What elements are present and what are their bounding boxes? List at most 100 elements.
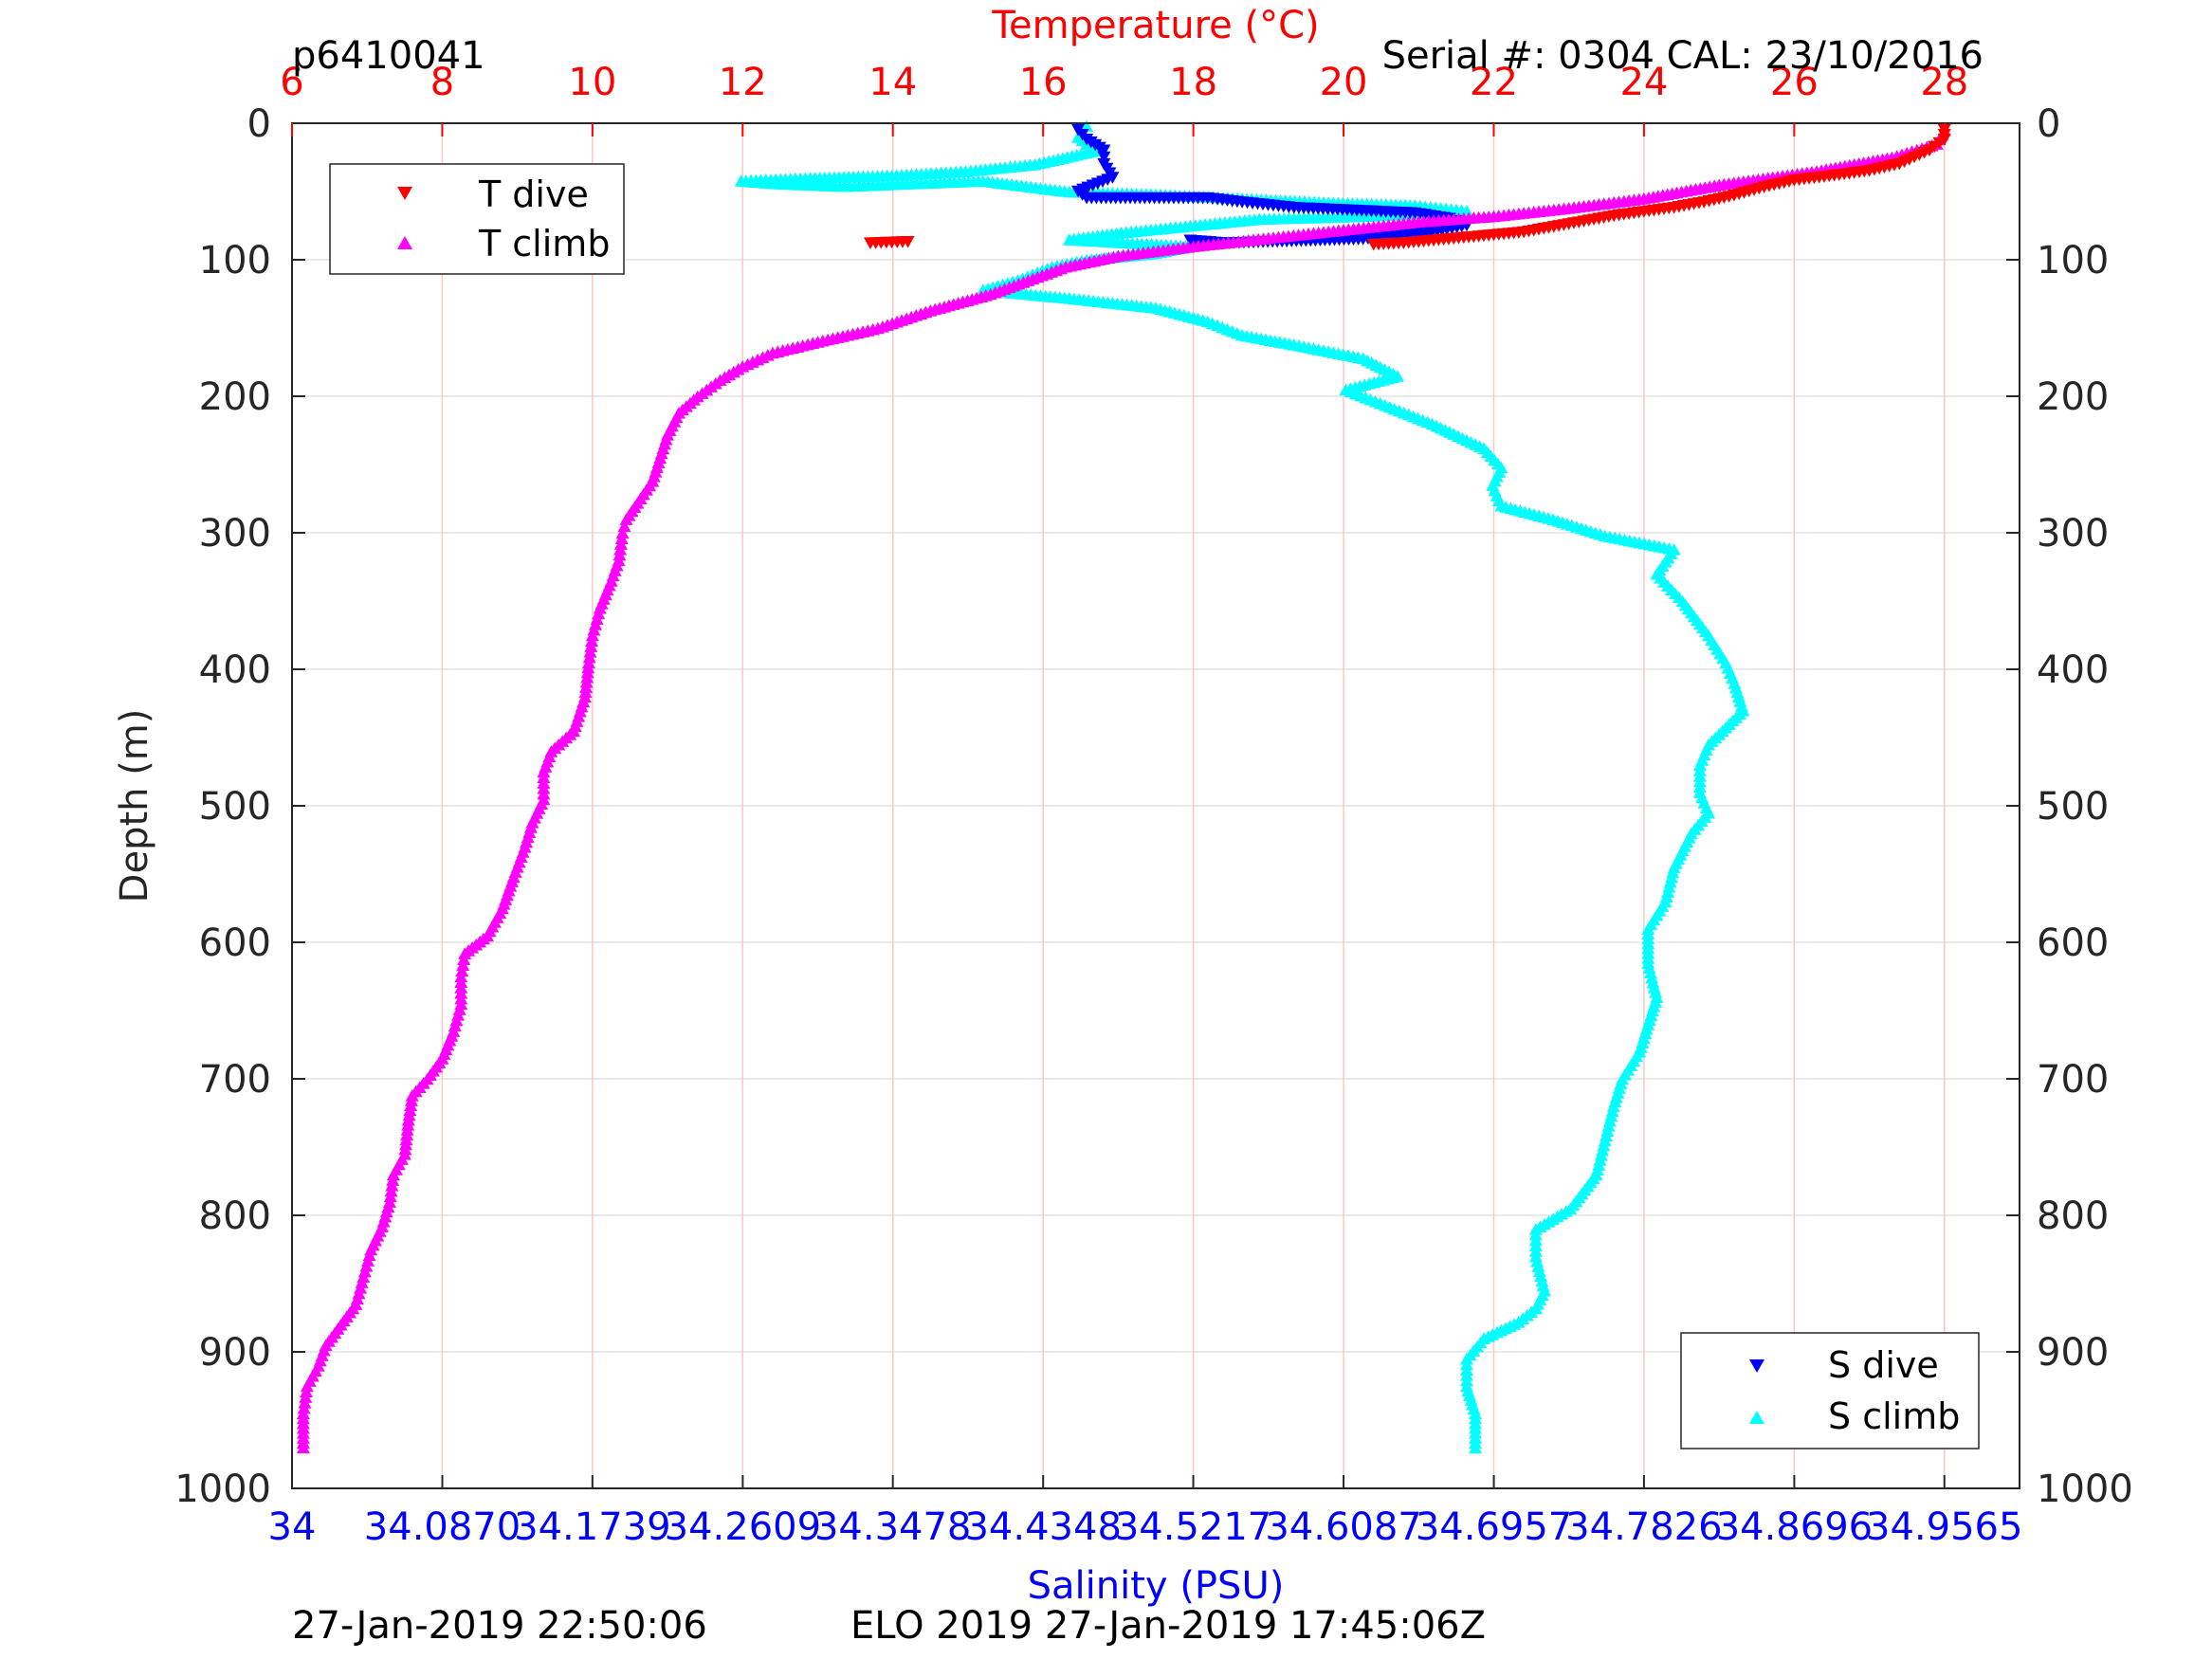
salinity-tick-label: 34.8696: [1716, 1505, 1873, 1549]
t-climb-marker: [383, 1190, 397, 1203]
depth-tick-label-left: 900: [199, 1331, 271, 1375]
depth-tick-label-left: 200: [199, 375, 271, 419]
axes-layer: 0 0 100 100 200 200 300 300 400 400 500 500 600 600 70…: [174, 61, 2133, 1549]
t-climb-marker: [613, 542, 628, 556]
t-climb-marker: [584, 640, 598, 652]
salinity-tick-label: 34.6087: [1265, 1505, 1421, 1549]
temperature-tick-label: 14: [868, 61, 917, 104]
t-climb-marker: [617, 520, 631, 533]
t-climb-marker: [615, 526, 630, 539]
t-climb-marker: [455, 964, 469, 977]
t-climb-marker: [385, 1179, 399, 1192]
t-climb-marker: [404, 1099, 418, 1111]
legend-s-dive-marker: [1749, 1359, 1764, 1373]
salinity-tick-label: 34.2609: [665, 1505, 821, 1549]
depth-tick-label-left: 600: [199, 921, 271, 965]
s-dive-marker: [1183, 234, 1197, 247]
t-climb-marker: [456, 958, 470, 972]
depth-tick-label-right: 200: [2037, 375, 2109, 419]
t-climb-marker: [582, 650, 596, 664]
t-dive-marker: [901, 235, 915, 248]
salinity-tick-label: 34.9565: [1866, 1505, 2022, 1549]
legend-t-climb-label: T climb: [478, 223, 610, 264]
temperature-tick-label: 20: [1320, 61, 1368, 104]
depth-tick-label-right: 100: [2037, 239, 2109, 283]
t-climb-marker: [298, 1395, 312, 1409]
plot-timestamp: 27-Jan-2019 22:50:06: [292, 1604, 707, 1648]
legend-salinity-box: [1680, 1332, 1980, 1449]
temperature-tick-label: 6: [280, 61, 303, 104]
t-climb-marker: [403, 1103, 417, 1117]
depth-tick-label-left: 100: [199, 239, 271, 283]
t-climb-marker: [585, 629, 599, 642]
t-climb-marker: [613, 538, 628, 550]
depth-tick-label-right: 500: [2037, 785, 2109, 829]
t-climb-marker: [404, 1094, 418, 1106]
temperature-tick-label: 18: [1169, 61, 1217, 104]
t-climb-marker: [458, 947, 472, 959]
depth-tick-label-right: 600: [2037, 921, 2109, 965]
depth-tick-label-left: 1000: [174, 1468, 271, 1511]
depth-tick-label-left: 800: [199, 1194, 271, 1238]
legend-temperature: T dive T climb: [329, 163, 625, 275]
t-climb-marker: [300, 1385, 314, 1398]
t-climb-marker: [583, 645, 597, 658]
legend-s-climb-marker: [1749, 1411, 1764, 1424]
depth-tick-label-right: 0: [2037, 102, 2060, 146]
depth-tick-label-left: 500: [199, 785, 271, 829]
temperature-tick-label: 22: [1470, 61, 1518, 104]
depth-tick-label-left: 700: [199, 1058, 271, 1102]
s-dive-marker: [1097, 144, 1111, 157]
t-climb-marker: [619, 513, 633, 525]
salinity-tick-label: 34: [268, 1505, 317, 1549]
legend-s-climb-label: S climb: [1828, 1395, 1960, 1437]
salinity-tick-label: 34.4348: [964, 1505, 1121, 1549]
legend-temperature-box: [329, 163, 625, 275]
temperature-tick-label: 12: [719, 61, 767, 104]
salinity-tick-label: 34.6957: [1416, 1505, 1572, 1549]
t-climb-marker: [405, 1088, 419, 1102]
temperature-tick-label: 26: [1770, 61, 1819, 104]
temperature-tick-label: 10: [568, 61, 616, 104]
t-climb-marker: [297, 1401, 311, 1414]
temperature-tick-label: 8: [430, 61, 454, 104]
depth-tick-label-right: 300: [2037, 512, 2109, 556]
profile-id: p6410041: [292, 34, 485, 78]
legend-s-dive-label: S dive: [1828, 1344, 1939, 1386]
depth-tick-label-left: 0: [247, 102, 271, 146]
t-climb-marker: [457, 953, 471, 965]
legend-t-dive-marker: [397, 187, 412, 200]
mission-label: ELO 2019 27-Jan-2019 17:45:06Z: [850, 1604, 1486, 1648]
depth-tick-label-left: 400: [199, 648, 271, 692]
legend-t-climb-marker: [397, 236, 412, 249]
t-climb-marker: [614, 532, 629, 545]
t-dive-marker: [1366, 238, 1380, 251]
legend-t-dive-label: T dive: [478, 173, 589, 215]
t-climb-marker: [612, 548, 627, 561]
t-climb-marker: [585, 634, 599, 647]
salinity-tick-label: 34.1739: [514, 1505, 670, 1549]
depth-tick-label-right: 700: [2037, 1058, 2109, 1102]
salinity-tick-label: 34.5217: [1115, 1505, 1271, 1549]
salinity-axis-title: Salinity (PSU): [1028, 1564, 1285, 1608]
grid-layer: [292, 123, 2020, 1488]
data-layer: [296, 119, 1951, 1454]
t-climb-marker: [299, 1391, 313, 1403]
depth-tick-label-right: 900: [2037, 1331, 2109, 1375]
s-climb-marker: [1469, 1441, 1483, 1454]
temperature-tick-label: 16: [1019, 61, 1068, 104]
t-climb-marker: [386, 1174, 400, 1186]
temperature-axis-title: Temperature (°C): [991, 4, 1319, 47]
salinity-tick-label: 34.0870: [364, 1505, 521, 1549]
depth-tick-label-left: 300: [199, 512, 271, 556]
depth-tick-label-right: 400: [2037, 648, 2109, 692]
depth-axis-title: Depth (m): [113, 709, 156, 903]
t-climb-marker: [296, 1441, 310, 1454]
depth-tick-label-right: 800: [2037, 1194, 2109, 1238]
t-climb-marker: [402, 1108, 416, 1121]
temperature-tick-label: 24: [1619, 61, 1668, 104]
t-climb-marker: [300, 1379, 314, 1393]
temperature-tick-label: 28: [1920, 61, 1968, 104]
depth-tick-label-right: 1000: [2037, 1468, 2133, 1511]
serial-cal-label: Serial #: 0304 CAL: 23/10/2016: [1382, 34, 1983, 78]
